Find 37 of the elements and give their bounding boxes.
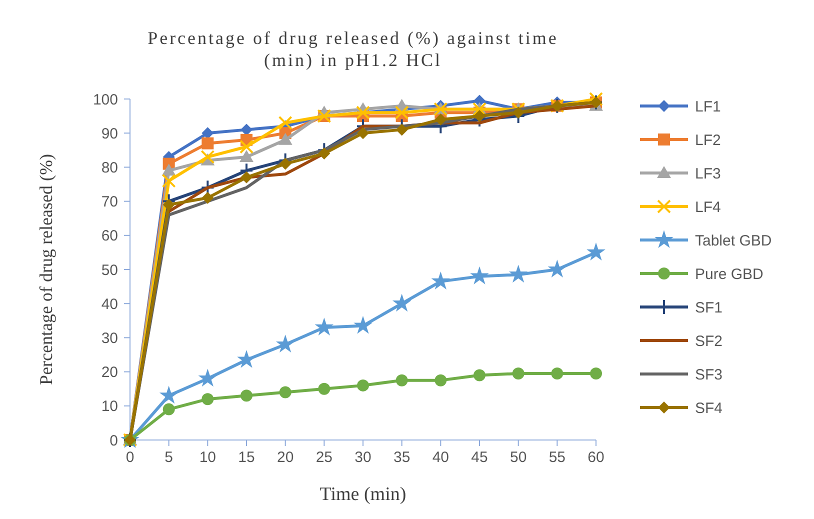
legend-label: LF2 [695, 132, 721, 149]
x-tick-label: 45 [471, 449, 488, 466]
y-tick-label: 90 [101, 125, 118, 142]
y-tick-label: 100 [92, 91, 118, 108]
legend-label: SF2 [695, 332, 723, 350]
x-tick-label: 20 [276, 449, 294, 466]
x-tick-label: 55 [548, 449, 566, 466]
y-tick-label: 10 [101, 398, 118, 416]
chart-title: Percentage of drug released (%) against time (min) in pH1.2 HCl [148, 28, 558, 70]
y-tick-label: 50 [101, 262, 118, 279]
x-tick-label: 50 [510, 449, 527, 466]
x-tick-label: 40 [432, 449, 450, 466]
legend-label: Pure GBD [695, 266, 764, 283]
y-tick-label: 80 [101, 159, 118, 176]
y-tick-label: 30 [101, 330, 118, 347]
legend-label: Tablet GBD [695, 232, 772, 250]
x-tick-label: 5 [164, 449, 174, 466]
x-tick-label: 25 [316, 449, 333, 466]
y-tick-label: 20 [101, 364, 118, 382]
x-tick-label: 60 [588, 449, 604, 466]
legend-label: SF3 [695, 366, 723, 384]
x-axis-title: Time (min) [320, 484, 406, 505]
legend-label: LF1 [695, 98, 721, 116]
y-tick-label: 40 [101, 296, 118, 313]
legend-label: LF4 [695, 198, 721, 216]
legend-label: LF3 [695, 165, 721, 182]
legend-label: SF4 [695, 400, 723, 417]
y-axis-title: Percentage of drug released (%) [36, 154, 56, 385]
x-tick-label: 30 [354, 449, 372, 466]
x-tick-label: 35 [393, 449, 410, 466]
y-tick-label: 70 [101, 194, 118, 211]
y-tick-label: 0 [110, 432, 118, 450]
x-tick-label: 10 [199, 449, 216, 466]
x-tick-label: 15 [238, 449, 255, 466]
x-tick-label: 0 [126, 449, 134, 466]
y-tick-label: 60 [101, 228, 118, 245]
legend-label: SF1 [695, 299, 723, 316]
